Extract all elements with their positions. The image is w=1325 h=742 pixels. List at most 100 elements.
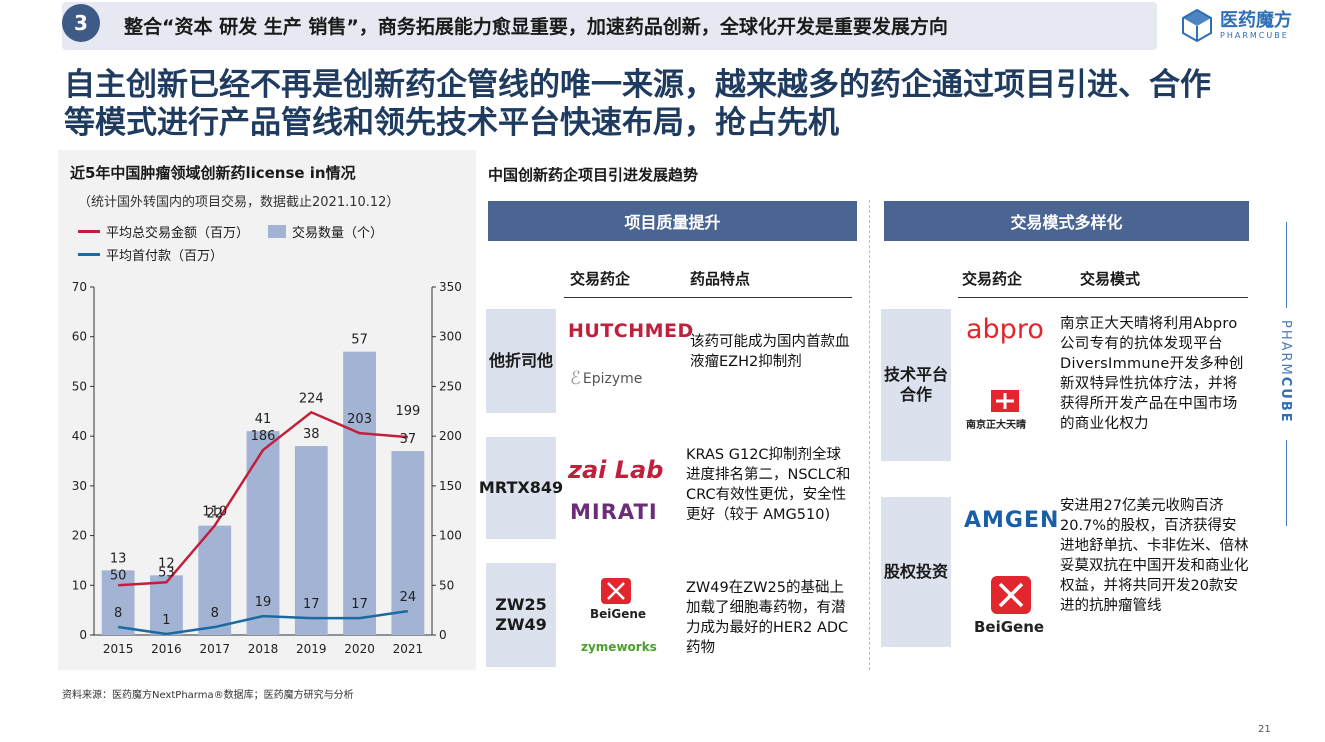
upfront-label: 19 bbox=[255, 595, 272, 610]
y-tick-label-left: 60 bbox=[72, 330, 87, 344]
x-tick-label: 2017 bbox=[199, 642, 230, 656]
y-tick-label-left: 50 bbox=[72, 379, 87, 393]
bar-label: 57 bbox=[351, 333, 368, 348]
pharmcube-logo-icon bbox=[1182, 8, 1212, 42]
desc-tazemetostat: 该药可能成为国内首款血液瘤EZH2抑制剂 bbox=[690, 334, 850, 370]
legend-upfront-swatch bbox=[78, 253, 100, 256]
line-upfront bbox=[117, 609, 409, 636]
desc-tech-platform: 南京正大天晴将利用Abpro公司专有的抗体发现平台DiversImmune开发多… bbox=[1060, 316, 1244, 432]
bar-2016 bbox=[150, 575, 183, 635]
bar-label: 37 bbox=[400, 432, 417, 447]
section-banner bbox=[62, 2, 1157, 50]
legend-total: 平均总交易金额（百万） bbox=[78, 222, 249, 241]
y-tick-label-left: 70 bbox=[72, 280, 87, 294]
epizyme-icon: ℰ bbox=[570, 368, 581, 389]
logo-amgen: AMGEN bbox=[964, 508, 1060, 533]
y-tick-label-left: 40 bbox=[72, 429, 87, 443]
x-tick-label: 2019 bbox=[296, 642, 327, 656]
bar-label: 38 bbox=[303, 427, 320, 442]
line-total-amount bbox=[118, 410, 408, 587]
y-tick-label-right: 50 bbox=[439, 578, 454, 592]
logo-beigene-small: BeiGene bbox=[590, 607, 647, 621]
upfront-label: 17 bbox=[351, 597, 368, 612]
total-label: 53 bbox=[158, 565, 175, 580]
logo-abpro: abpro bbox=[966, 314, 1044, 345]
upfront-label: 1 bbox=[162, 613, 170, 628]
total-label: 186 bbox=[251, 429, 276, 444]
x-tick-label: 2015 bbox=[103, 642, 134, 656]
y-tick-label-right: 100 bbox=[439, 529, 462, 543]
col-rule-right bbox=[958, 297, 1248, 298]
y-tick-label-right: 300 bbox=[439, 330, 462, 344]
bar-2019 bbox=[294, 446, 328, 635]
page-number: 21 bbox=[1258, 724, 1271, 735]
y-tick-label-right: 0 bbox=[439, 628, 447, 642]
header-mode: 交易模式多样化 bbox=[884, 201, 1249, 241]
logo-en: PHARMCUBE bbox=[1220, 30, 1289, 40]
x-tick-label: 2021 bbox=[393, 642, 424, 656]
chiatai-tianqing-icon bbox=[990, 388, 1022, 414]
chart-subtitle: （统计国外转国内的项目交易，数据截止2021.10.12） bbox=[78, 195, 400, 210]
y-tick-label-right: 250 bbox=[439, 379, 462, 393]
right-title: 中国创新药企项目引进发展趋势 bbox=[488, 166, 699, 184]
col-head-mode: 交易模式 bbox=[1080, 270, 1141, 288]
y-tick-label-left: 20 bbox=[72, 529, 87, 543]
header-quality: 项目质量提升 bbox=[488, 201, 857, 241]
x-tick-label: 2020 bbox=[344, 642, 375, 656]
row-label-tech-platform: 技术平台合作 bbox=[881, 309, 951, 461]
logo-zymeworks: zymeworks bbox=[581, 640, 657, 654]
x-tick-label: 2016 bbox=[151, 642, 182, 656]
side-brand: PHARMCUBE bbox=[1278, 320, 1293, 424]
source-note: 资料来源：医药魔方NextPharma®数据库；医药魔方研究与分析 bbox=[62, 690, 354, 701]
desc-zw25-zw49: ZW49在ZW25的基础上加载了细胞毒药物，有潜力成为最好的HER2 ADC药物 bbox=[686, 580, 849, 656]
bar-2021 bbox=[391, 451, 425, 635]
side-line-bottom bbox=[1286, 440, 1287, 526]
bar-2020 bbox=[343, 351, 376, 635]
row-label-tazemetostat: 他折司他 bbox=[486, 309, 556, 413]
legend-upfront-label: 平均首付款（百万） bbox=[106, 249, 224, 264]
chart-title: 近5年中国肿瘤领域创新药license in情况 bbox=[70, 164, 356, 182]
bar-label: 22 bbox=[206, 507, 223, 522]
side-line-top bbox=[1286, 222, 1287, 308]
beigene-icon-small bbox=[600, 576, 634, 606]
page-headline: 自主创新已经不再是创新药企管线的唯一来源，越来越多的药企通过项目引进、合作等模式… bbox=[64, 67, 1211, 141]
col-head-company-left: 交易药企 bbox=[570, 270, 631, 288]
total-label: 110 bbox=[202, 505, 227, 520]
section-number-badge: 3 bbox=[62, 4, 100, 42]
y-tick-label-left: 10 bbox=[72, 578, 87, 592]
total-label: 50 bbox=[110, 568, 127, 583]
logo-epizyme: ℰ Epizyme bbox=[570, 368, 643, 389]
bar-2015 bbox=[101, 570, 135, 635]
legend-total-label: 平均总交易金额（百万） bbox=[106, 226, 250, 241]
bar-2017 bbox=[198, 525, 232, 635]
row-label-zw25-zw49: ZW25 ZW49 bbox=[486, 563, 556, 667]
y-tick-label-left: 30 bbox=[72, 479, 87, 493]
logo-zailab: zai Lab bbox=[568, 456, 664, 484]
logo-cn: 医药魔方 bbox=[1220, 9, 1292, 31]
total-label: 199 bbox=[395, 404, 420, 419]
beigene-icon-large bbox=[990, 574, 1034, 616]
y-tick-label-right: 150 bbox=[439, 479, 462, 493]
row-label-mrtx849: MRTX849 bbox=[479, 437, 563, 539]
y-tick-label-right: 200 bbox=[439, 429, 462, 443]
bar-label: 41 bbox=[255, 412, 272, 427]
total-label: 203 bbox=[347, 412, 372, 427]
bar-label: 12 bbox=[158, 556, 175, 571]
desc-mrtx849: KRAS G12C抑制剂全球进度排名第二，NSCLC和CRC有效性更优，安全性更… bbox=[686, 447, 851, 523]
bar-label: 13 bbox=[110, 551, 127, 566]
legend-count: 交易数量（个） bbox=[268, 222, 383, 241]
y-tick-label-right: 350 bbox=[439, 280, 462, 294]
upfront-label: 8 bbox=[114, 606, 122, 621]
upfront-label: 24 bbox=[400, 590, 417, 605]
y-tick-label-left: 0 bbox=[79, 628, 87, 642]
pharmcube-logo: 医药魔方 PHARMCUBE bbox=[1180, 8, 1292, 42]
legend-count-swatch bbox=[268, 225, 286, 238]
section-divider bbox=[869, 200, 870, 670]
logo-beigene-large: BeiGene bbox=[974, 618, 1045, 636]
legend-count-label: 交易数量（个） bbox=[292, 226, 384, 241]
logo-hutchmed: HUTCHMED bbox=[568, 320, 694, 342]
total-label: 224 bbox=[299, 391, 324, 406]
banner-text: 整合“资本 研发 生产 销售”，商务拓展能力愈显重要，加速药品创新，全球化开发是… bbox=[124, 16, 948, 38]
logo-mirati: MIRATI bbox=[570, 500, 658, 524]
